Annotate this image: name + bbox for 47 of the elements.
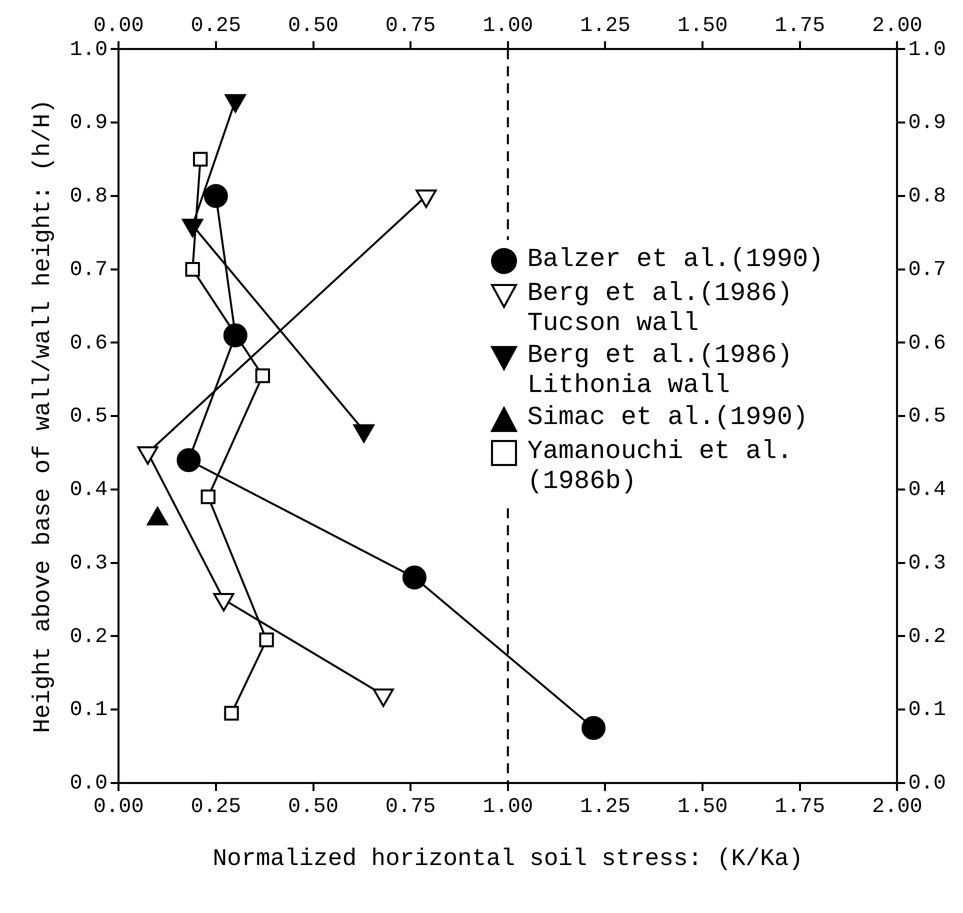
x-tick-label: 1.75 xyxy=(774,796,826,820)
legend-label: Berg et al.(1986) Tucson wall xyxy=(527,278,794,338)
x2-tick-label: 0.50 xyxy=(288,15,338,38)
x2-tick-label: 2.00 xyxy=(872,15,922,38)
y-tick-label: 0.0 xyxy=(70,772,108,796)
y2-tick-label: 0.9 xyxy=(908,112,946,136)
x-tick-label: 0.00 xyxy=(93,796,144,820)
y2-tick-label: 0.0 xyxy=(908,772,946,796)
y-tick-label: 0.6 xyxy=(70,332,108,356)
x-tick-label: 2.00 xyxy=(872,796,922,820)
x-tick-label: 0.75 xyxy=(385,796,436,820)
x-tick-label: 1.50 xyxy=(677,796,728,820)
x2-tick-label: 1.75 xyxy=(774,15,826,38)
y2-tick-label: 0.4 xyxy=(908,479,946,502)
x2-tick-label: 0.75 xyxy=(385,15,436,38)
y-tick-label: 1.0 xyxy=(70,38,108,62)
y2-tick-label: 0.8 xyxy=(908,186,946,209)
y-tick-label: 0.1 xyxy=(70,699,108,722)
y-tick-label: 0.5 xyxy=(70,406,108,429)
x-tick-label: 0.25 xyxy=(190,796,242,820)
y2-tick-label: 0.2 xyxy=(908,626,946,649)
y2-tick-label: 0.5 xyxy=(908,406,946,429)
x-tick-label: 1.00 xyxy=(482,796,534,820)
x2-tick-label: 1.25 xyxy=(580,15,630,38)
y-tick-label: 0.9 xyxy=(70,112,108,136)
y2-tick-label: 0.7 xyxy=(908,258,946,282)
y-tick-label: 0.3 xyxy=(70,552,108,576)
y2-tick-label: 0.6 xyxy=(908,332,946,356)
y2-tick-label: 0.1 xyxy=(908,699,946,722)
y-axis-title: Height above base of wall/wall height: (h/H) xyxy=(30,99,57,733)
legend-label: Balzer et al.(1990) xyxy=(527,244,824,274)
x2-tick-label: 0.25 xyxy=(190,15,242,38)
y-tick-label: 0.4 xyxy=(70,479,108,502)
x-tick-label: 0.50 xyxy=(288,796,338,820)
y2-tick-label: 0.3 xyxy=(908,552,946,576)
y-tick-label: 0.2 xyxy=(70,626,108,649)
x2-tick-label: 1.00 xyxy=(482,15,534,38)
x-tick-label: 1.25 xyxy=(580,796,630,820)
legend-label: Yamanouchi et al. (1986b) xyxy=(527,436,794,496)
legend-label: Berg et al.(1986) Lithonia wall xyxy=(527,340,794,400)
y2-tick-label: 1.0 xyxy=(908,38,946,62)
x2-tick-label: 1.50 xyxy=(677,15,728,38)
x-axis-title: Normalized horizontal soil stress: (K/Ka) xyxy=(212,846,804,873)
y-tick-label: 0.7 xyxy=(70,258,108,282)
y-tick-label: 0.8 xyxy=(70,186,108,209)
legend-label: Simac et al.(1990) xyxy=(527,402,808,432)
x2-tick-label: 0.00 xyxy=(93,15,144,38)
